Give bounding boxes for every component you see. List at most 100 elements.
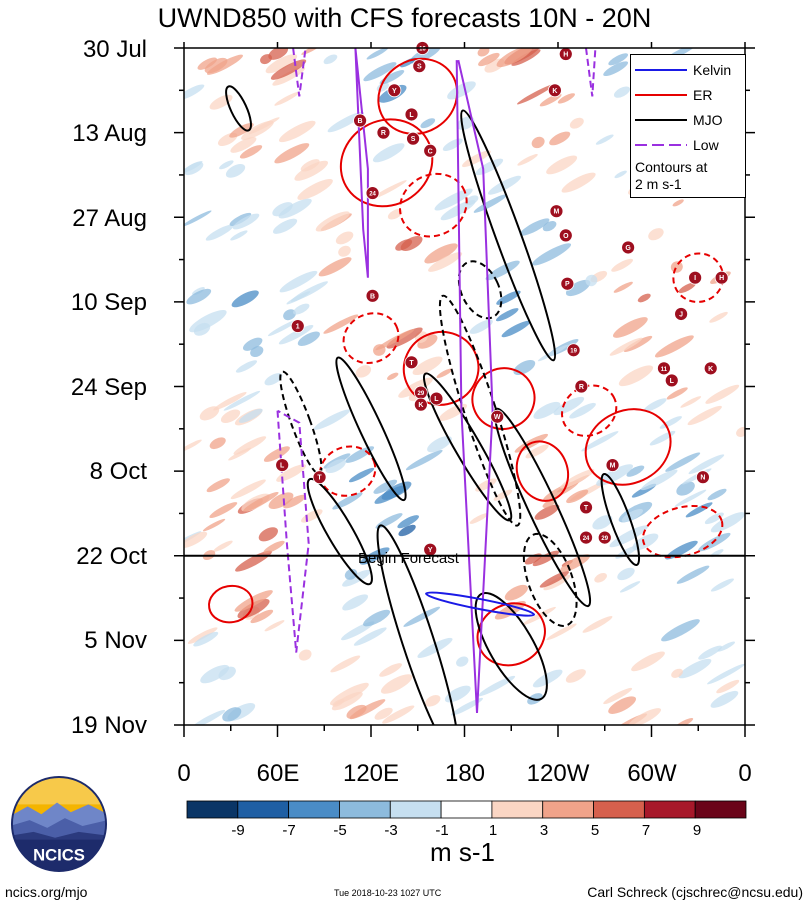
anomaly-blob bbox=[344, 568, 358, 580]
anomaly-blob bbox=[323, 314, 359, 334]
storm-symbol bbox=[560, 276, 575, 291]
anomaly-blob bbox=[338, 245, 351, 257]
anomaly-blob bbox=[200, 664, 230, 684]
anomaly-blob bbox=[637, 293, 651, 303]
anomaly-blob bbox=[494, 600, 526, 620]
anomaly-blob bbox=[263, 446, 290, 462]
anomaly-blob bbox=[560, 469, 595, 489]
storm-symbol bbox=[605, 458, 620, 472]
storm-symbol bbox=[376, 125, 391, 140]
anomaly-blob bbox=[533, 401, 561, 420]
legend-label: ER bbox=[693, 87, 713, 103]
colorbar-swatch bbox=[694, 800, 747, 819]
anomaly-blob bbox=[436, 368, 453, 378]
y-tick-label: 10 Sep bbox=[70, 289, 147, 316]
anomaly-blob bbox=[628, 708, 662, 725]
wave-contour bbox=[398, 172, 468, 238]
storm-marker: K bbox=[703, 361, 718, 376]
anomaly-blob bbox=[621, 508, 644, 523]
wave-contour bbox=[493, 407, 592, 608]
storm-marker: B bbox=[353, 113, 367, 128]
anomaly-blob bbox=[585, 274, 598, 287]
colorbar-label: -9 bbox=[231, 822, 245, 839]
legend-swatch bbox=[635, 119, 687, 121]
anomaly-blob bbox=[272, 218, 298, 234]
forecast-label: Begin Forecast bbox=[358, 550, 460, 567]
legend-label: Low bbox=[693, 137, 719, 153]
x-tick-label: 0 bbox=[177, 760, 191, 787]
anomaly-blob bbox=[264, 373, 283, 386]
anomaly-blob bbox=[613, 86, 631, 98]
storm-marker: 29 bbox=[597, 530, 612, 545]
wave-contour bbox=[342, 312, 400, 365]
y-tick-label: 8 Oct bbox=[89, 458, 147, 485]
storm-symbol bbox=[275, 458, 290, 472]
wave-contour bbox=[515, 440, 570, 502]
x-tick-label: 60E bbox=[256, 760, 300, 787]
storm-label: M bbox=[554, 209, 560, 216]
anomaly-blob bbox=[232, 213, 260, 230]
storm-marker: 29 bbox=[413, 385, 428, 400]
storm-symbol bbox=[621, 240, 636, 255]
storm-label: S bbox=[411, 136, 416, 143]
storm-marker: T bbox=[404, 355, 419, 370]
anomaly-blob bbox=[592, 515, 613, 530]
anomaly-blob bbox=[234, 590, 273, 612]
anomaly-blob bbox=[331, 691, 363, 711]
anomaly-blob bbox=[373, 479, 398, 494]
anomaly-blob bbox=[197, 57, 217, 70]
anomaly-blob bbox=[631, 651, 665, 672]
anomaly-blob bbox=[678, 282, 696, 294]
anomaly-blob bbox=[184, 531, 208, 549]
anomaly-blob bbox=[242, 337, 263, 351]
site-link[interactable]: ncics.org/mjo bbox=[5, 884, 88, 900]
anomaly-blob bbox=[676, 565, 710, 584]
anomaly-blob bbox=[581, 431, 619, 452]
anomaly-blob bbox=[496, 48, 533, 68]
storm-label: R bbox=[381, 130, 386, 137]
anomaly-blob bbox=[223, 390, 261, 411]
anomaly-blob bbox=[278, 325, 314, 345]
anomaly-blob bbox=[290, 281, 328, 302]
anomaly-blob bbox=[230, 136, 257, 153]
legend-swatch bbox=[635, 144, 687, 146]
anomaly-blob bbox=[233, 436, 267, 455]
colorbar-label: 7 bbox=[641, 822, 651, 839]
anomaly-blob bbox=[278, 198, 312, 219]
anomaly-blob bbox=[565, 279, 591, 297]
colorbar-label: -1 bbox=[435, 822, 449, 839]
anomaly-blob bbox=[405, 449, 443, 471]
storm-marker: R bbox=[376, 125, 391, 140]
wave-contour bbox=[457, 260, 503, 320]
storm-marker: L bbox=[664, 373, 679, 388]
anomaly-blob bbox=[648, 228, 664, 241]
anomaly-blob bbox=[248, 117, 280, 135]
anomaly-blob bbox=[447, 81, 476, 100]
low-contour bbox=[276, 409, 310, 653]
storm-label: N bbox=[700, 475, 705, 482]
anomaly-blob bbox=[403, 606, 441, 627]
y-tick-label: 5 Nov bbox=[84, 627, 147, 654]
storm-marker: T bbox=[579, 500, 593, 515]
storm-symbol bbox=[290, 319, 305, 333]
anomaly-blob bbox=[220, 409, 241, 423]
storm-symbol bbox=[365, 186, 380, 200]
storm-label: S bbox=[417, 64, 422, 71]
y-tick-label: 27 Aug bbox=[72, 205, 147, 232]
anomaly-blob bbox=[335, 231, 354, 245]
colorbar-swatch bbox=[643, 800, 696, 819]
anomaly-blob bbox=[698, 645, 723, 660]
anomaly-blob bbox=[475, 478, 497, 492]
anomaly-blob bbox=[549, 131, 571, 146]
anomaly-blob bbox=[451, 697, 484, 716]
storm-marker: 1 bbox=[290, 319, 305, 333]
anomaly-blob bbox=[231, 290, 259, 308]
anomaly-blob bbox=[213, 540, 233, 552]
wave-contour bbox=[208, 584, 254, 624]
legend-swatch bbox=[635, 94, 687, 96]
anomaly-blob bbox=[283, 494, 306, 509]
anomaly-blob bbox=[202, 518, 226, 532]
anomaly-blob bbox=[380, 674, 413, 694]
anomaly-blob bbox=[557, 93, 575, 104]
